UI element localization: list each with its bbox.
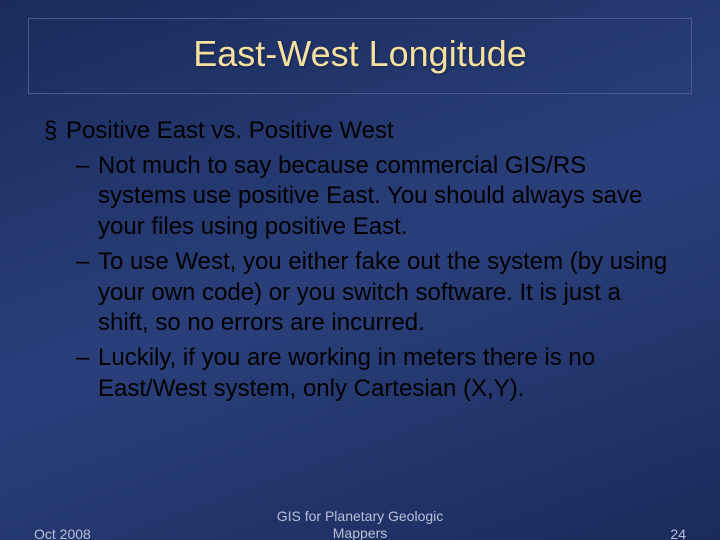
bullet-text: Not much to say because commercial GIS/R… — [98, 152, 642, 240]
slide-body: Positive East vs. Positive West Not much… — [44, 116, 676, 404]
footer-page-number: 24 — [526, 526, 686, 540]
bullet-lvl2: Not much to say because commercial GIS/R… — [44, 151, 676, 243]
bullet-text: Positive East vs. Positive West — [66, 117, 394, 144]
slide: East-West Longitude Positive East vs. Po… — [0, 18, 720, 540]
bullet-lvl1: Positive East vs. Positive West — [44, 116, 676, 147]
footer-title-line2: Mappers — [194, 525, 526, 540]
title-container: East-West Longitude — [28, 18, 692, 94]
slide-title: East-West Longitude — [39, 33, 681, 75]
bullet-lvl2: Luckily, if you are working in meters th… — [44, 343, 676, 404]
bullet-text: Luckily, if you are working in meters th… — [98, 344, 595, 402]
bullet-text: To use West, you either fake out the sys… — [98, 248, 667, 336]
footer-title-line1: GIS for Planetary Geologic — [194, 508, 526, 525]
slide-footer: Oct 2008 GIS for Planetary Geologic Mapp… — [0, 508, 720, 540]
footer-title: GIS for Planetary Geologic Mappers — [194, 508, 526, 540]
footer-date: Oct 2008 — [34, 526, 194, 540]
bullet-lvl2: To use West, you either fake out the sys… — [44, 247, 676, 339]
